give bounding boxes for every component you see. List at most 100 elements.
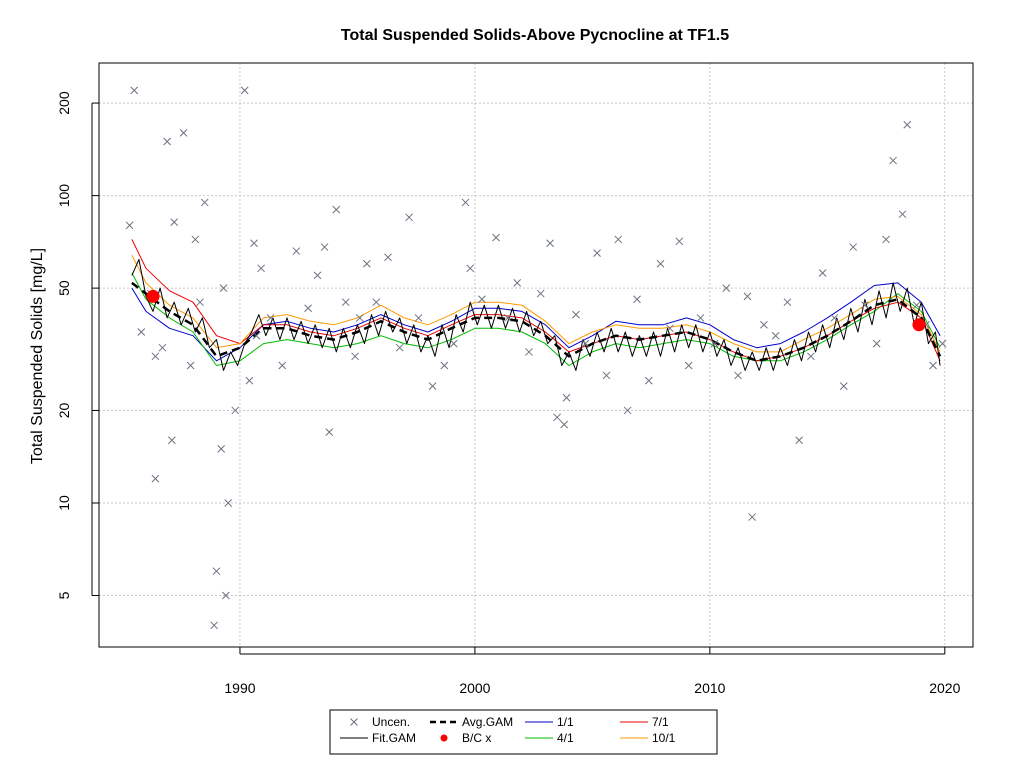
legend-item-uncen: Uncen. xyxy=(350,715,410,729)
bc-marker xyxy=(146,289,160,303)
legend: Uncen. Avg.GAM 1/1 7/1 Fit.GAM B/C x 4/1 10/1 xyxy=(329,709,718,755)
uncen-point xyxy=(849,243,858,251)
uncen-point xyxy=(210,621,218,630)
uncen-point xyxy=(351,352,359,361)
uncen-point xyxy=(513,279,522,287)
series-7-1-line xyxy=(131,239,941,362)
uncen-point xyxy=(938,339,947,348)
uncen-point xyxy=(929,361,937,370)
axes: 1990 2000 2010 2020 5 10 20 50 100 200 xyxy=(56,91,961,696)
uncen-point xyxy=(414,314,423,322)
y-tick-label: 100 xyxy=(56,184,72,208)
uncen-point xyxy=(684,361,693,370)
uncen-point xyxy=(461,198,470,207)
series-fit-gam-line xyxy=(131,258,941,371)
uncen-point xyxy=(696,314,705,322)
uncen-point xyxy=(158,343,167,352)
uncen-point xyxy=(734,371,742,380)
uncen-point xyxy=(212,567,221,576)
y-tick-label: 10 xyxy=(56,495,72,511)
uncen-point xyxy=(872,339,881,348)
legend-item-4-1: 4/1 xyxy=(525,731,574,745)
uncen-point xyxy=(151,352,160,361)
uncen-point xyxy=(252,331,261,340)
uncen-point xyxy=(466,264,475,273)
uncen-point xyxy=(362,259,371,268)
x-tick-label: 1990 xyxy=(224,680,255,696)
uncen-point xyxy=(898,210,907,219)
uncen-point xyxy=(250,239,258,248)
uncen-point xyxy=(581,339,590,348)
uncen-point xyxy=(760,320,768,329)
y-axis-label: Total Suspended Solids [mg/L] xyxy=(29,248,46,464)
uncen-point xyxy=(525,348,533,356)
x-tick-label: 2010 xyxy=(694,680,725,696)
uncen-point xyxy=(882,235,890,244)
uncen-point xyxy=(560,420,569,429)
uncen-point xyxy=(278,361,287,370)
uncen-point xyxy=(912,301,921,310)
uncen-point xyxy=(795,436,803,445)
uncen-point xyxy=(572,310,580,319)
legend-label: 7/1 xyxy=(652,715,669,729)
bc-marker xyxy=(912,318,926,332)
uncen-point xyxy=(644,376,653,385)
uncen-point xyxy=(384,253,392,262)
uncen-point xyxy=(771,331,780,340)
uncen-point xyxy=(492,233,500,242)
uncen-point xyxy=(830,314,839,322)
uncen-point xyxy=(179,128,188,137)
uncensored-points xyxy=(125,86,947,630)
uncen-point xyxy=(191,235,200,244)
uncen-point xyxy=(163,137,171,146)
chart-title: Total Suspended Solids-Above Pycnocline … xyxy=(341,27,729,44)
uncen-point xyxy=(186,361,195,370)
plot-frame xyxy=(98,62,974,648)
uncen-point xyxy=(440,361,449,370)
legend-label: 10/1 xyxy=(652,731,676,745)
uncen-point xyxy=(783,298,792,307)
legend-item-avg-gam: Avg.GAM xyxy=(430,715,513,729)
legend-label: Fit.GAM xyxy=(372,731,416,745)
legend-box xyxy=(329,709,718,755)
series-10-1-line xyxy=(131,254,941,353)
series-lines xyxy=(131,239,942,371)
uncen-point xyxy=(266,314,275,322)
uncen-point xyxy=(722,284,731,292)
uncen-point xyxy=(196,298,204,307)
uncen-point xyxy=(200,198,209,207)
uncen-point xyxy=(405,213,413,222)
legend-label: 4/1 xyxy=(557,731,574,745)
uncen-point xyxy=(304,304,312,313)
uncen-point xyxy=(546,239,554,248)
uncen-point xyxy=(839,382,848,390)
series-avg-gam-line xyxy=(131,281,942,363)
uncen-point xyxy=(125,221,134,230)
uncen-point xyxy=(170,218,179,226)
legend-symbol-dot xyxy=(440,734,448,742)
legend-symbol-x xyxy=(350,718,358,726)
uncen-point xyxy=(818,269,827,277)
uncen-point xyxy=(656,259,665,268)
uncen-point xyxy=(332,205,341,214)
uncen-point xyxy=(623,406,632,415)
uncen-point xyxy=(666,324,674,333)
uncen-point xyxy=(245,376,254,385)
uncen-point xyxy=(536,289,545,298)
uncen-point xyxy=(593,249,601,257)
uncen-point xyxy=(675,237,684,246)
legend-label: 1/1 xyxy=(557,715,574,729)
uncen-point xyxy=(167,436,176,445)
y-tick-label: 20 xyxy=(56,402,72,418)
y-tick-label: 200 xyxy=(56,91,72,115)
uncen-point xyxy=(478,295,486,304)
legend-item-b-c-x: B/C x xyxy=(440,731,491,745)
uncen-point xyxy=(231,406,240,415)
bc-markers xyxy=(146,289,926,332)
series-1-1-line xyxy=(131,282,941,362)
y-tick-label: 5 xyxy=(56,591,72,599)
legend-label: Uncen. xyxy=(372,715,410,729)
uncen-point xyxy=(861,301,869,310)
uncen-point xyxy=(217,445,226,453)
